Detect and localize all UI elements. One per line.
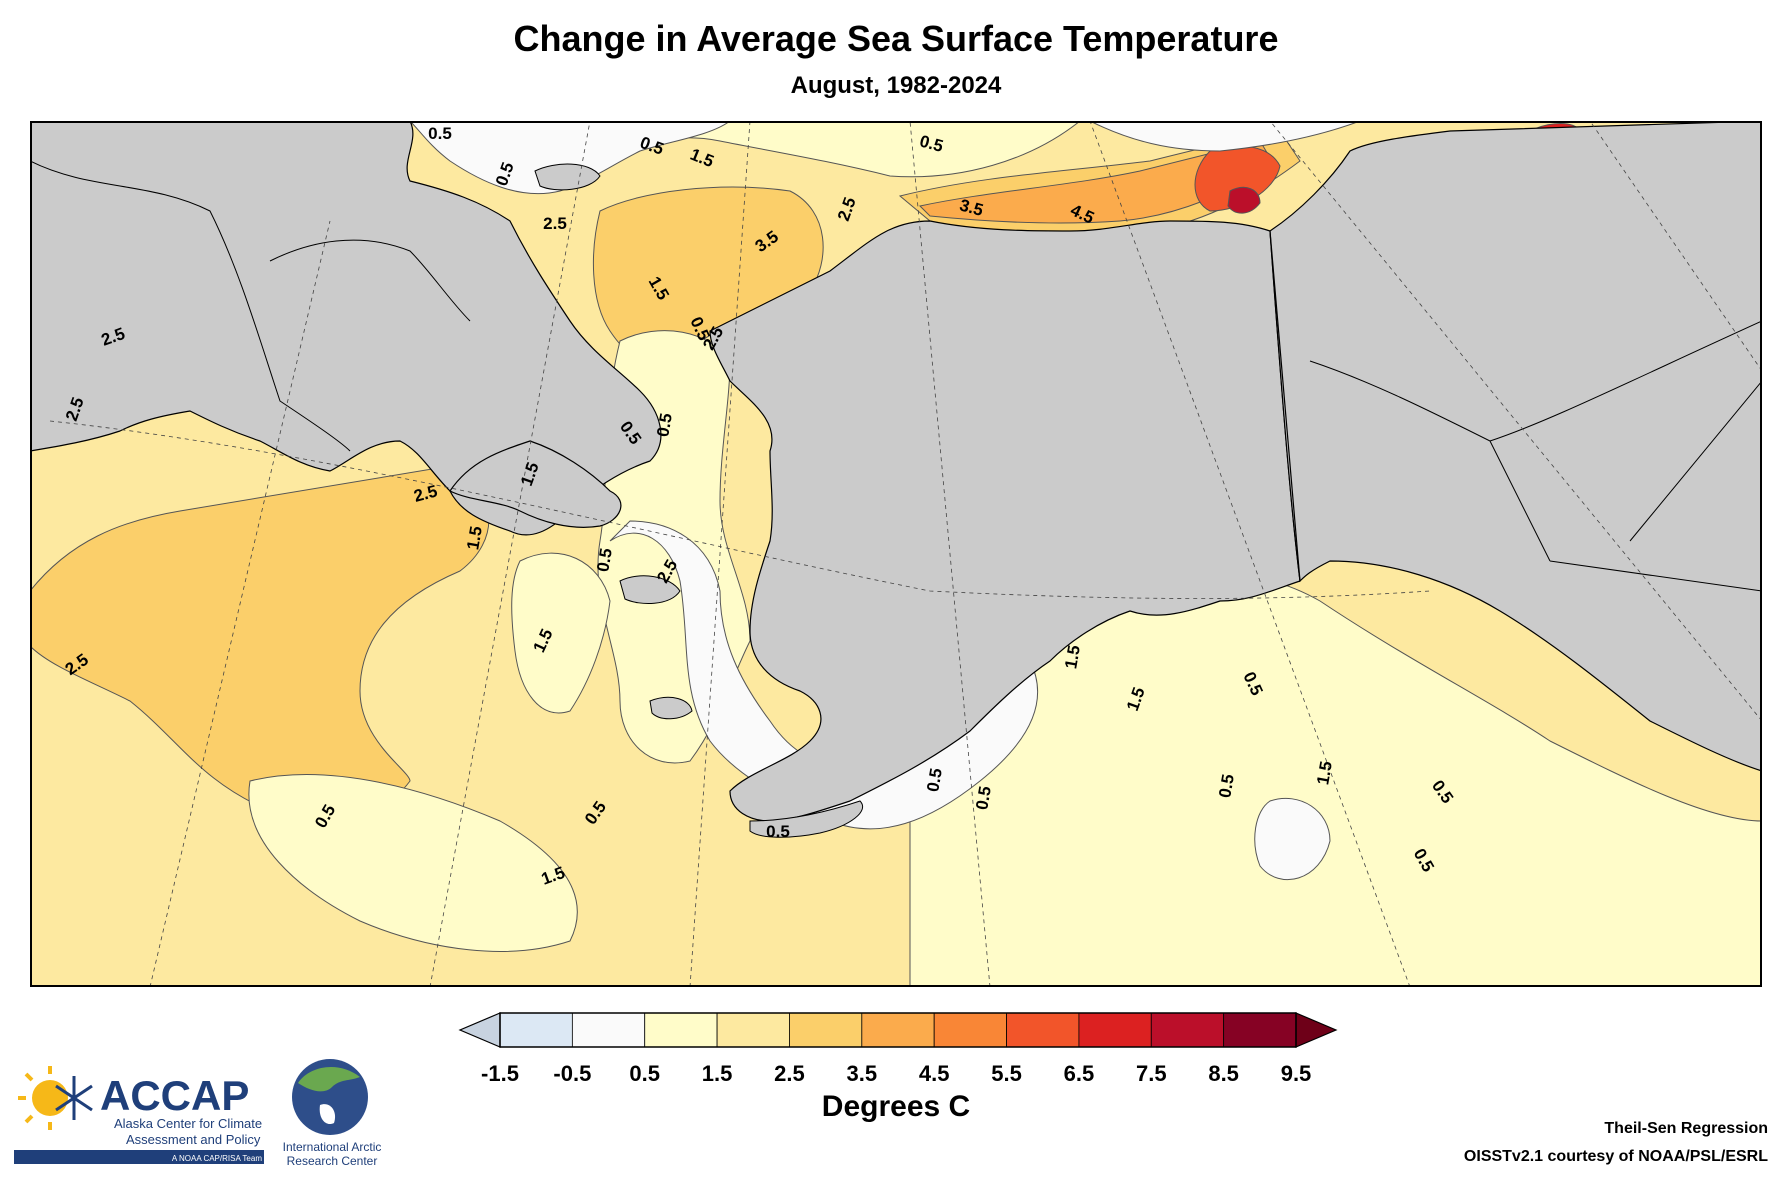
colorbar-segment xyxy=(1223,1012,1297,1048)
colorbar-segment xyxy=(933,1012,1007,1048)
colorbar-tick-label: 7.5 xyxy=(1136,1061,1167,1086)
border-siberia-region-1 xyxy=(30,160,351,452)
border-alaska-canada xyxy=(1269,230,1301,582)
contour-label: 0.5 xyxy=(923,767,946,794)
colorbar-segment xyxy=(716,1012,790,1048)
contour-label: 0.5 xyxy=(972,785,995,812)
colorbar-tick-label: 8.5 xyxy=(1208,1061,1239,1086)
border-siberia-region-2 xyxy=(269,239,471,322)
sun-snowflake-icon xyxy=(18,1066,93,1130)
colorbar-tick-label: 1.5 xyxy=(702,1061,733,1086)
colorbar-segment xyxy=(861,1012,935,1048)
colorbar-tick-label: 0.5 xyxy=(629,1061,660,1086)
colorbar-segment xyxy=(1006,1012,1080,1048)
sst-change-map: 0.5 0.5 1.50.50.52.52.53.53.52.5 4.52.51.50… xyxy=(30,121,1762,987)
graticule xyxy=(49,121,1762,987)
source-credit: OISSTv2.1 courtesy of NOAA/PSL/ESRL xyxy=(1463,1148,1768,1165)
land-st-lawrence-island xyxy=(619,575,681,604)
contour-label: 0.5 xyxy=(653,412,676,439)
contour-label: 2.5 xyxy=(543,214,567,233)
colorbar-tick-label: 2.5 xyxy=(774,1061,805,1086)
iarc-line1: International Arctic xyxy=(283,1140,382,1154)
accap-tagline: A NOAA CAP/RISA Team xyxy=(172,1154,262,1163)
warm-region-bering-west xyxy=(30,465,490,822)
map-title: Change in Average Sea Surface Temperatur… xyxy=(513,18,1279,59)
land-siberia xyxy=(30,121,662,536)
contour-label: 0.5 xyxy=(428,124,452,143)
colorbar-tick-label: 3.5 xyxy=(847,1061,878,1086)
accap-line1: Alaska Center for Climate xyxy=(114,1116,262,1131)
colorbar-segment xyxy=(789,1012,863,1048)
colorbar-tick-label: 5.5 xyxy=(991,1061,1022,1086)
border-canada-provinces xyxy=(1309,320,1762,592)
land-nunivak-island xyxy=(649,696,693,720)
accap-logo: ACCAP Alaska Center for Climate Assessme… xyxy=(14,1066,264,1164)
iarc-line2: Research Center xyxy=(287,1154,378,1168)
colorbar-over-arrow xyxy=(1295,1012,1338,1048)
colorbar-segment xyxy=(644,1012,718,1048)
method-credit: Theil-Sen Regression xyxy=(1604,1120,1768,1137)
neutral-region-gulf-east xyxy=(1254,797,1331,881)
accap-name: ACCAP xyxy=(100,1072,249,1119)
contour-label: 0.5 xyxy=(1215,773,1238,800)
contour-label: 0.5 xyxy=(766,822,790,841)
colorbar-tick-label: -1.5 xyxy=(481,1061,519,1086)
land-wrangel-island xyxy=(534,163,601,191)
iarc-logo: International Arctic Research Center xyxy=(283,1059,382,1168)
land-chukotka-tip xyxy=(449,440,622,528)
colorbar-tick-label: 9.5 xyxy=(1281,1061,1312,1086)
land-canada xyxy=(1269,121,1762,772)
colorbar-tick-label: -0.5 xyxy=(553,1061,591,1086)
colorbar-segment xyxy=(571,1012,646,1048)
contour-label: 1.5 xyxy=(1313,760,1336,787)
colorbar-segment xyxy=(1150,1012,1225,1048)
colorbar-segment xyxy=(499,1012,573,1048)
colorbar-segment xyxy=(1078,1012,1152,1048)
colorbar-frame xyxy=(499,1012,1297,1048)
land-alaska xyxy=(709,220,1301,822)
contour-label: 1.5 xyxy=(1061,644,1084,671)
contour-label: 0.5 xyxy=(593,547,616,574)
map-subtitle: August, 1982-2024 xyxy=(790,72,1002,99)
cool-region-bering-central xyxy=(511,552,611,714)
cool-region-aleutian xyxy=(248,774,578,952)
colorbar-tick-label: 4.5 xyxy=(919,1061,950,1086)
neutral-region-arctic xyxy=(409,121,731,195)
contour-label: 1.5 xyxy=(463,525,486,552)
hot-core-mackenzie xyxy=(1227,187,1261,214)
accap-line2: Assessment and Policy xyxy=(126,1132,261,1147)
colorbar-tick-label: 6.5 xyxy=(1064,1061,1095,1086)
colorbar-under-arrow xyxy=(458,1012,501,1048)
colorbar-unit-label: Degrees C xyxy=(821,1090,971,1123)
land-aleutian-islands xyxy=(749,800,863,838)
map-frame xyxy=(30,121,1762,987)
globe-icon xyxy=(292,1059,368,1135)
neutral-region-arctic-east xyxy=(1089,121,1361,152)
